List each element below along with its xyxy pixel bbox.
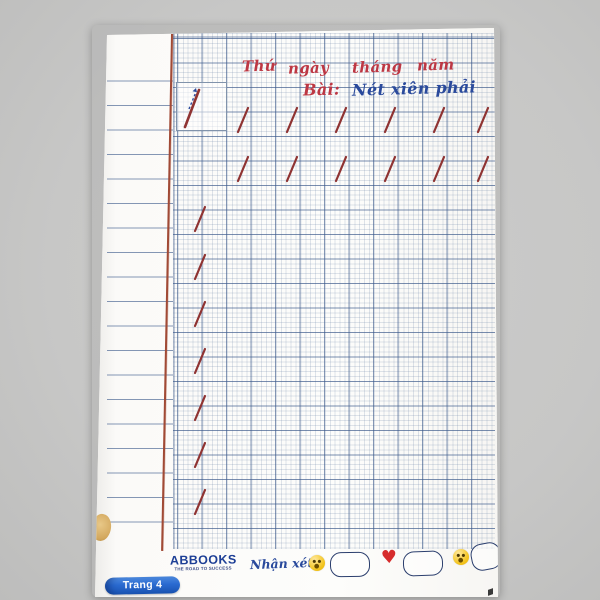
diagonal-stroke-mark <box>193 253 207 281</box>
page-number-tab: Trang 4 <box>104 576 181 595</box>
surprised-face-emoji-icon <box>309 555 325 571</box>
diagonal-stroke-mark <box>285 155 299 183</box>
practice-strokes <box>193 106 490 516</box>
diagonal-stroke-mark <box>236 155 250 183</box>
diagonal-stroke-mark <box>193 394 207 422</box>
diagonal-stroke-mark <box>476 106 490 134</box>
guide-arrow-icon <box>188 91 197 110</box>
diagonal-stroke-mark <box>193 441 207 469</box>
notebook-page: Thứ ngày tháng năm Bài: Nét xiên phải AB… <box>95 28 498 597</box>
remarks-label: Nhận xét <box>249 554 314 573</box>
diagonal-stroke-mark <box>285 106 299 134</box>
diagonal-stroke-mark <box>476 155 490 183</box>
diagonal-stroke-mark <box>432 155 446 183</box>
diagonal-stroke-mark <box>432 106 446 134</box>
diagonal-stroke-mark <box>334 155 348 183</box>
heart-icon: ♥ <box>380 546 398 569</box>
diagonal-stroke-mark <box>383 155 397 183</box>
publisher-logo: ABBOOKS THE ROAD TO SUCCESS <box>170 552 237 571</box>
diagonal-stroke-mark <box>334 106 348 134</box>
smiley-face-emoji-icon <box>453 549 469 565</box>
diagonal-stroke-mark <box>193 300 207 328</box>
diagonal-stroke-mark <box>383 106 397 134</box>
diagonal-stroke-mark <box>236 106 250 134</box>
diagonal-stroke-mark <box>193 488 207 516</box>
feedback-box-2 <box>402 550 444 577</box>
diagonal-stroke-mark <box>193 205 207 233</box>
example-stroke <box>183 88 201 129</box>
diagonal-stroke-mark <box>193 347 207 375</box>
stroke-example-box <box>176 82 227 131</box>
feedback-box-1 <box>329 551 371 578</box>
